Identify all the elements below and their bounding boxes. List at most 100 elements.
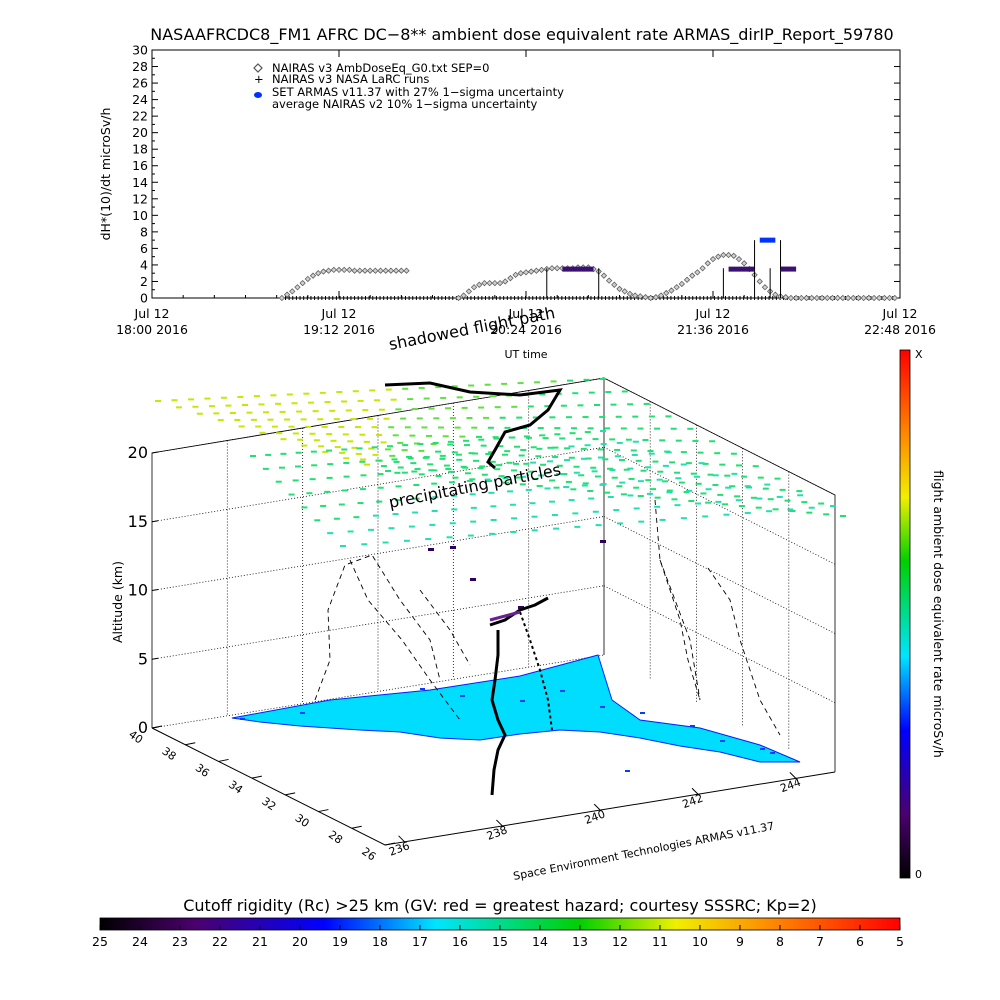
dose-cell-upper [614, 448, 621, 451]
dose-cell-upper [594, 475, 601, 478]
dose-cell-upper [395, 408, 402, 411]
dose-cell-mid [413, 484, 420, 487]
y-tick-label: 22 [132, 109, 148, 124]
dose-cell-mid [787, 508, 794, 511]
dose-cell-upper [789, 510, 796, 512]
dose-cell-mid [808, 506, 815, 509]
y-tick-label: 12 [132, 191, 148, 206]
dose-cell-upper [317, 418, 324, 421]
dose-cell-upper [602, 458, 609, 461]
dose-cell-upper [410, 462, 417, 465]
dose-cell-upper [366, 417, 373, 420]
dose-cell-upper [279, 410, 286, 413]
dose-cell-mid [511, 517, 518, 520]
dose-cell-upper [438, 426, 445, 429]
dose-cell-mid [547, 460, 554, 463]
dose-cell-mid [359, 488, 366, 491]
dose-cell-upper [259, 431, 266, 434]
dose-cell-upper [597, 448, 604, 451]
dose-cell-upper [489, 395, 496, 398]
flight-path-upper [384, 381, 563, 470]
dose-cell-upper [525, 436, 532, 439]
dose-cell-upper [623, 468, 630, 471]
dose-cell-upper [578, 474, 585, 477]
dose-cell-upper [652, 460, 659, 463]
shadow-trace [419, 589, 471, 666]
dose-cell-mid [616, 441, 623, 444]
y-tick-label: 20 [132, 125, 148, 140]
dose-cell-upper [620, 493, 627, 496]
y-tick-label: 10 [132, 208, 148, 223]
dose-cell-upper [303, 392, 310, 395]
x-tick-label: 21:36 2016 [677, 322, 749, 337]
dose-cell-upper [583, 378, 590, 381]
dose-cell-mid [591, 470, 598, 473]
rigidity-tick-label: 8 [776, 934, 784, 949]
dose-cell-mid [449, 481, 456, 484]
land-mark [560, 690, 565, 692]
dose-cell-mid [488, 491, 495, 494]
dose-cell-mid [563, 459, 570, 462]
dose-cell-mid [402, 444, 409, 447]
dose-cell-mid [467, 534, 474, 537]
dose-cell-upper [818, 502, 825, 505]
dose-cell-upper [406, 455, 413, 458]
dose-cell-mid [295, 451, 302, 454]
rigidity-label: Cutoff rigidity (Rc) >25 km (GV: red = g… [183, 896, 817, 915]
dose-cell-mid [656, 478, 663, 481]
dose-cell-upper [498, 475, 505, 478]
dose-cell-mid [428, 469, 435, 472]
dose-cell-upper [484, 383, 491, 386]
dose-cell-upper [610, 403, 617, 406]
dose-cell-upper [430, 443, 437, 446]
dose-cell-mid [600, 430, 606, 432]
dose-cell-upper [565, 416, 572, 419]
dose-cell-upper [657, 470, 664, 473]
dose-cell-upper [544, 471, 551, 474]
dose-cell-mid [830, 505, 836, 507]
dose-cell-upper [330, 439, 337, 442]
dose-cell-mid [314, 519, 321, 522]
dose-cell-upper [451, 385, 458, 388]
dose-cell-upper [448, 470, 455, 473]
dose-cell-upper [554, 427, 561, 430]
rigidity-tick-label: 10 [692, 934, 708, 949]
dose-cell-mid [445, 467, 452, 470]
dose-cell-upper [368, 447, 375, 450]
dose-cell-upper [471, 426, 478, 429]
dose-cell-upper [666, 489, 673, 492]
dose-cell-mid [597, 456, 604, 459]
dose-cell-upper [542, 437, 549, 440]
legend: NAIRAS v3 AmbDoseEq_G0.txt SEP=0 + NAIRA… [253, 61, 564, 111]
shadow-trace [659, 559, 701, 701]
dose-cell-upper [452, 476, 459, 479]
dose-cell-upper [485, 452, 492, 455]
dose-cell-upper [276, 432, 283, 435]
latitude-tick [151, 725, 163, 729]
dose-cell-upper [389, 454, 396, 457]
colorbar-max-label: X [915, 348, 923, 361]
dose-cell-upper [421, 426, 428, 429]
rigidity-tick-label: 5 [896, 934, 904, 949]
flight-path-dose-mark [489, 610, 521, 622]
dose-cell-upper [477, 466, 484, 469]
dose-cell-mid [292, 479, 299, 482]
dose-cell-upper [418, 449, 425, 452]
dose-cell-upper [675, 439, 682, 442]
dose-cell-upper [461, 406, 468, 409]
dose-cell-mid [574, 525, 581, 528]
dose-cell-upper [570, 488, 577, 491]
dose-cell-upper [519, 483, 526, 486]
dose-cell-mid [573, 471, 580, 474]
dose-cell-upper [582, 482, 589, 485]
dose-cell-upper [213, 412, 220, 415]
dose-cell-upper [404, 426, 411, 429]
dose-cell-upper [392, 434, 399, 437]
dose-cell-upper [483, 416, 490, 419]
dose-cell-mid [584, 431, 591, 434]
altitude-tick-label: 15 [128, 512, 148, 531]
longitude-tick-label: 244 [778, 776, 802, 795]
dose-cell-mid [411, 470, 418, 473]
dose-cell-mid [377, 486, 384, 489]
dose-cell-upper [659, 439, 666, 442]
